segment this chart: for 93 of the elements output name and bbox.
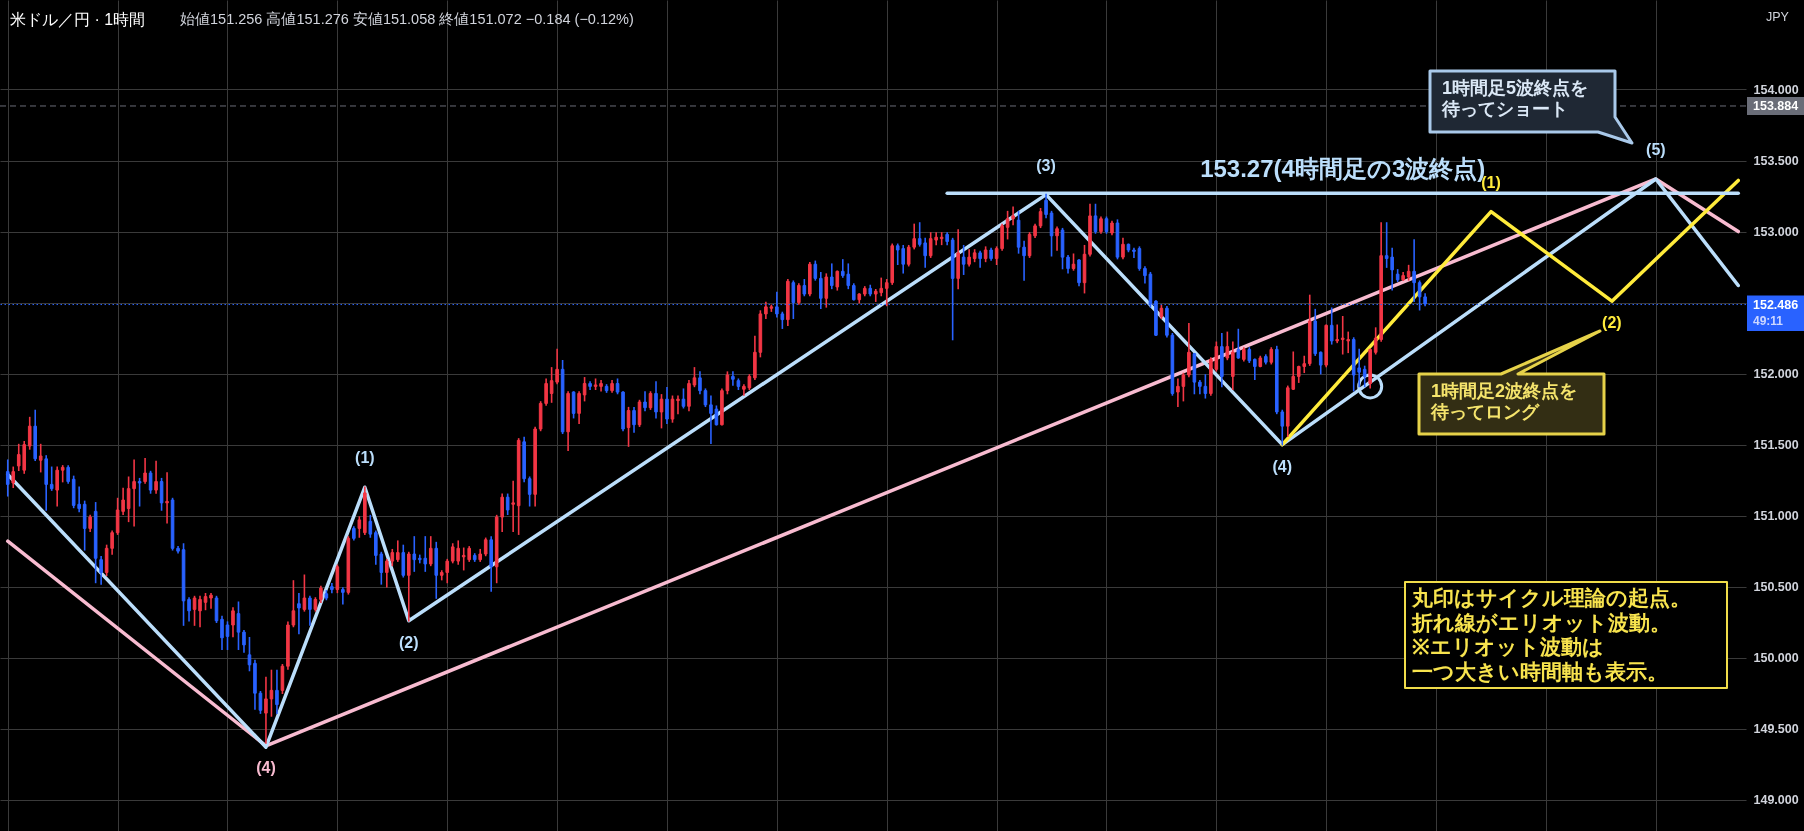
candlestick: [588, 381, 592, 391]
y-tick-label: 149.500: [1753, 722, 1799, 737]
annotation: (2): [399, 633, 419, 651]
candlestick: [220, 615, 224, 650]
candlestick: [1236, 328, 1241, 359]
candlestick: [99, 556, 103, 585]
annotation: 丸印はサイクル理論の起点。折れ線がエリオット波動。※エリオット波動は一つ大きい時間軸も表示。: [1411, 586, 1691, 684]
candlestick: [835, 270, 840, 291]
text: 始値151.256 高値151.276 安値151.058 終値151.072 −0.184 (−0.12%): [180, 11, 634, 27]
candlestick: [1225, 331, 1230, 361]
candlestick: [275, 669, 279, 714]
y-tick-label: 154.000: [1753, 82, 1799, 97]
candlestick: [302, 574, 307, 612]
candlestick: [396, 540, 400, 562]
candlestick: [665, 387, 669, 425]
candlestick: [797, 283, 801, 305]
candlestick: [527, 476, 532, 507]
candlestick: [154, 460, 158, 494]
candlestick: [1253, 358, 1257, 381]
text: JPY: [1766, 10, 1790, 24]
candlestick: [632, 406, 636, 433]
candlestick: [137, 477, 142, 507]
text: 米ドル／円 · 1時間: [10, 11, 146, 28]
y-tick-label: 151.500: [1753, 438, 1799, 453]
y-tick-label: 150.500: [1753, 580, 1799, 595]
y-tick-label: 153.500: [1753, 154, 1799, 169]
candlestick: [368, 514, 373, 538]
annotation: (5): [1646, 140, 1666, 158]
candlestick: [1044, 193, 1048, 219]
candlestick: [412, 536, 417, 572]
candlestick: [357, 516, 362, 538]
text: 49:11: [1753, 314, 1784, 328]
candlestick: [308, 595, 312, 626]
annotation: (4): [256, 758, 276, 776]
candlestick: [165, 472, 169, 524]
annotation: 1時間足5波終点を待ってショート: [1441, 78, 1589, 119]
candlestick: [1187, 323, 1191, 378]
annotation: 1時間足2波終点を待ってロング: [1430, 381, 1578, 422]
candlestick: [1077, 259, 1081, 287]
candlestick: [1318, 351, 1323, 375]
candlestick: [582, 377, 587, 402]
y-tick-label: 150.000: [1753, 651, 1799, 666]
annotation: (2): [1602, 314, 1622, 332]
candlestick: [1412, 239, 1416, 302]
annotation: (4): [1272, 457, 1293, 475]
candlestick: [687, 379, 691, 412]
candlestick: [335, 564, 340, 594]
candlestick: [49, 466, 54, 491]
candlestick: [341, 587, 345, 605]
candlestick: [27, 416, 32, 450]
candlestick: [187, 597, 191, 622]
candlestick: [692, 367, 697, 388]
candlestick: [961, 244, 966, 275]
candlestick: [1335, 324, 1340, 344]
candlestick: [830, 263, 834, 290]
candlestick: [511, 480, 515, 533]
annotation: (1): [355, 449, 375, 467]
candlestick: [401, 544, 406, 578]
candlestick: [577, 391, 581, 425]
candlestick: [731, 371, 735, 386]
candlestick: [148, 470, 153, 494]
annotation: (3): [1036, 156, 1056, 174]
candlestick: [643, 391, 647, 412]
y-tick-label: 151.000: [1753, 509, 1799, 524]
candlestick: [1055, 226, 1059, 251]
candlestick: [1121, 237, 1125, 260]
candlestick: [55, 466, 59, 507]
candlestick: [571, 391, 576, 419]
candlestick: [1362, 365, 1367, 388]
ref-line-label: 152.486: [1753, 297, 1799, 312]
candlestick: [676, 395, 680, 415]
ref-line-label: 153.884: [1753, 98, 1799, 113]
candlestick: [38, 443, 43, 473]
y-tick-label: 153.000: [1753, 225, 1799, 240]
candlestick: [505, 493, 510, 516]
candlestick: [231, 607, 235, 638]
candlestick: [297, 592, 301, 635]
candlestick: [406, 551, 411, 622]
y-tick-label: 149.000: [1753, 793, 1799, 808]
candlestick: [242, 629, 246, 653]
candlestick: [813, 260, 818, 281]
y-tick-label: 152.000: [1753, 367, 1799, 382]
candlestick: [159, 477, 164, 511]
candlestick: [1038, 208, 1043, 229]
candlestick: [11, 466, 16, 489]
candlestick: [209, 592, 213, 609]
candlestick: [1329, 307, 1334, 345]
candlestick: [428, 536, 433, 567]
candlestick: [824, 273, 829, 308]
candlestick: [5, 459, 10, 497]
candlestick: [654, 381, 658, 419]
candlestick: [198, 595, 202, 628]
candlestick: [143, 458, 147, 484]
